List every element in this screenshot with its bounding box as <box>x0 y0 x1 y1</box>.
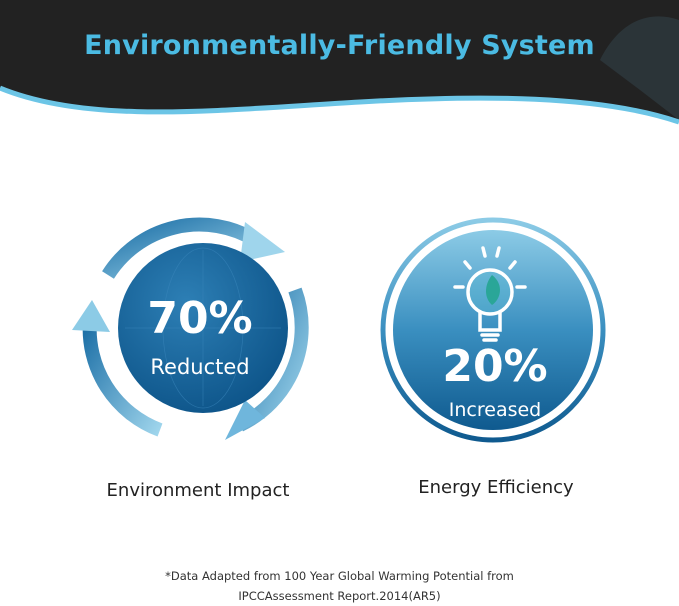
caption-energy-efficiency: Energy Efficiency <box>418 477 574 498</box>
header-banner <box>0 0 679 125</box>
page-title: Environmentally-Friendly System <box>84 30 595 61</box>
stat-label: Increased <box>449 399 541 421</box>
caption-environment-impact: Environment Impact <box>106 480 290 501</box>
footnote-line: *Data Adapted from 100 Year Global Warmi… <box>165 569 514 583</box>
footnote: *Data Adapted from 100 Year Global Warmi… <box>0 566 679 606</box>
stat-value: 70% <box>147 293 252 344</box>
globe-icon <box>125 247 281 409</box>
stat-value: 20% <box>442 341 547 392</box>
logo-watermark <box>600 16 679 120</box>
footnote-line: IPCCAssessment Report.2014(AR5) <box>238 589 441 603</box>
environment-impact-badge: 70% Reducted <box>72 217 309 440</box>
stat-label: Reducted <box>150 355 249 379</box>
energy-efficiency-badge: 20% Increased <box>380 217 606 443</box>
